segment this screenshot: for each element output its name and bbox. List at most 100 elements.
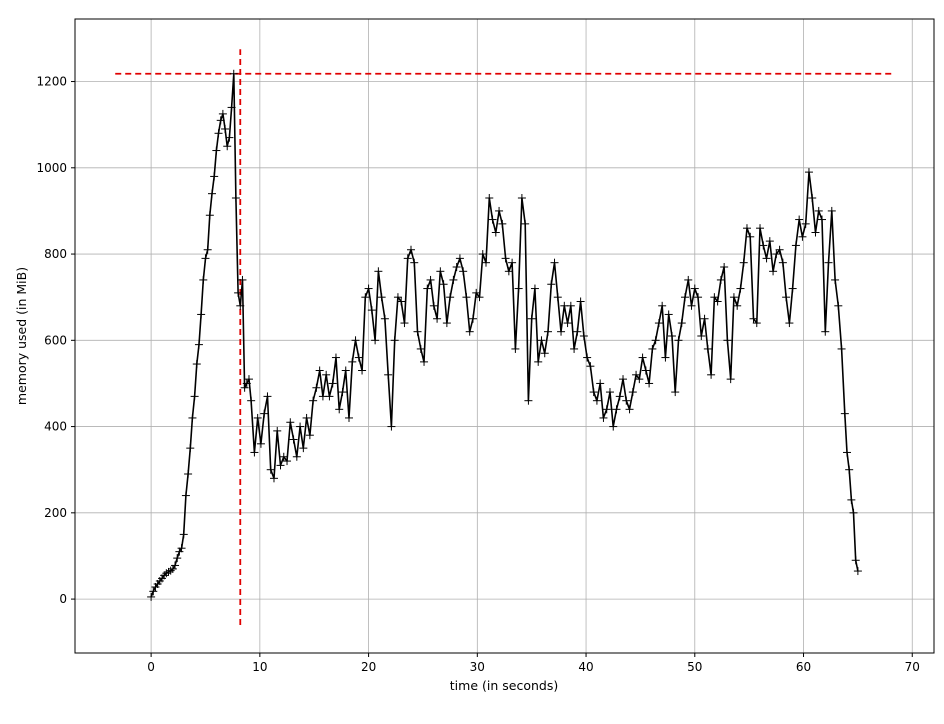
data-point-84 (371, 336, 380, 345)
data-point-212 (788, 284, 797, 293)
x-tick-label-3: 30 (470, 660, 485, 674)
data-point-22 (194, 340, 203, 349)
y-tick-label-3: 600 (44, 333, 67, 347)
data-point-33 (218, 109, 227, 118)
data-point-114 (468, 314, 477, 323)
data-point-152 (592, 396, 601, 405)
x-tick-label-7: 70 (905, 660, 920, 674)
data-point-79 (354, 353, 363, 362)
data-point-128 (514, 284, 523, 293)
data-point-221 (818, 215, 827, 224)
data-point-51 (263, 392, 272, 401)
data-point-77 (348, 357, 357, 366)
y-tick-label-2: 400 (44, 420, 67, 434)
data-point-187 (707, 370, 716, 379)
data-point-158 (612, 405, 621, 414)
data-point-56 (279, 452, 288, 461)
data-point-75 (341, 366, 350, 375)
data-point-35 (223, 142, 232, 151)
data-point-26 (203, 245, 212, 254)
data-point-53 (269, 474, 278, 483)
data-point-156 (605, 388, 614, 397)
data-point-105 (439, 280, 448, 289)
data-point-222 (821, 327, 830, 336)
data-point-117 (478, 250, 487, 259)
data-point-199 (746, 232, 755, 241)
x-tick-label-1: 10 (252, 660, 267, 674)
data-point-71 (328, 379, 337, 388)
data-point-88 (384, 370, 393, 379)
data-point-179 (680, 293, 689, 302)
data-point-63 (302, 413, 311, 422)
data-point-174 (664, 310, 673, 319)
data-point-123 (498, 219, 507, 228)
data-point-164 (632, 370, 641, 379)
data-point-160 (619, 375, 628, 384)
data-point-24 (199, 275, 208, 284)
data-point-74 (338, 388, 347, 397)
reference-lines (115, 49, 894, 625)
data-point-1 (149, 587, 158, 596)
data-point-45 (244, 375, 253, 384)
data-point-93 (400, 319, 409, 328)
data-point-96 (410, 258, 419, 267)
data-point-14 (177, 544, 186, 553)
data-point-113 (465, 327, 474, 336)
data-point-173 (661, 353, 670, 362)
y-tick-label-0: 0 (59, 592, 67, 606)
data-point-17 (184, 470, 193, 479)
data-point-61 (296, 422, 305, 431)
data-point-107 (446, 293, 455, 302)
data-point-62 (299, 444, 308, 453)
data-point-103 (433, 314, 442, 323)
y-tick-label-1: 200 (44, 506, 67, 520)
memory-series (147, 69, 862, 601)
data-point-157 (609, 422, 618, 431)
data-point-104 (436, 267, 445, 276)
data-point-36 (225, 133, 234, 142)
data-point-204 (762, 254, 771, 263)
data-point-203 (759, 241, 768, 250)
data-point-47 (250, 448, 259, 457)
data-point-172 (658, 301, 667, 310)
data-point-60 (292, 452, 301, 461)
series-line-0 (150, 73, 859, 598)
data-point-147 (576, 297, 585, 306)
data-point-89 (387, 422, 396, 431)
data-point-97 (413, 327, 422, 336)
data-point-76 (345, 413, 354, 422)
data-point-57 (283, 457, 292, 466)
data-point-121 (491, 228, 500, 237)
data-point-101 (426, 275, 435, 284)
x-tick-label-6: 60 (796, 660, 811, 674)
data-point-67 (315, 366, 324, 375)
data-point-202 (756, 224, 765, 233)
data-point-145 (570, 344, 579, 353)
data-point-91 (393, 293, 402, 302)
data-point-13 (175, 547, 184, 556)
data-point-193 (726, 375, 735, 384)
data-point-20 (190, 392, 199, 401)
data-point-153 (596, 379, 605, 388)
data-point-39 (231, 193, 240, 202)
data-point-176 (671, 388, 680, 397)
data-point-234 (853, 567, 862, 576)
y-axis-ticks: 0 200 400 600 800 1000 1200 (36, 75, 75, 606)
data-point-34 (221, 124, 230, 133)
data-point-218 (808, 193, 817, 202)
data-point-58 (286, 418, 295, 427)
data-point-198 (742, 224, 751, 233)
data-point-55 (276, 461, 285, 470)
data-point-231 (847, 495, 856, 504)
y-tick-label-4: 800 (44, 247, 67, 261)
data-point-177 (674, 336, 683, 345)
data-point-18 (186, 444, 195, 453)
data-point-192 (723, 336, 732, 345)
data-point-82 (364, 284, 373, 293)
data-point-220 (814, 206, 823, 215)
data-point-49 (256, 439, 265, 448)
data-point-207 (772, 250, 781, 259)
x-tick-label-2: 20 (361, 660, 376, 674)
grid-lines (75, 19, 934, 653)
data-point-171 (654, 319, 663, 328)
